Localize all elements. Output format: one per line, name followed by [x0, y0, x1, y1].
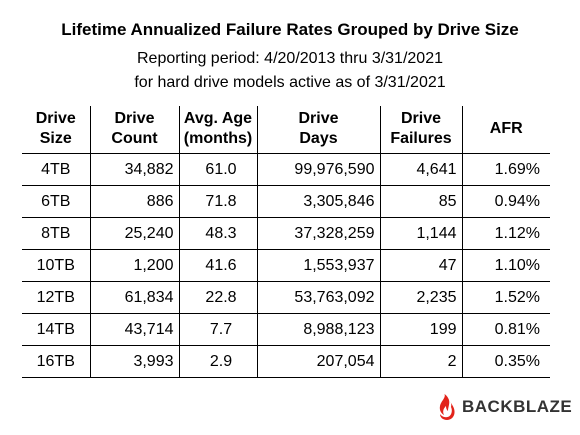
cell-count: 1,200 — [89, 249, 179, 282]
header-avg-age: Avg. Age (months) — [178, 106, 257, 154]
cell-size: 6TB — [22, 185, 90, 218]
cell-age: 7.7 — [178, 313, 257, 346]
cell-days: 53,763,092 — [256, 281, 380, 314]
table-row: 8TB 25,240 48.3 37,328,259 1,144 1.12% — [22, 217, 550, 250]
cell-days: 99,976,590 — [256, 153, 380, 186]
cell-afr: 1.52% — [461, 281, 550, 314]
header-drive-failures: Drive Failures — [379, 106, 462, 154]
cell-count: 61,834 — [89, 281, 179, 314]
header-drive-count: Drive Count — [89, 106, 179, 154]
models-note: for hard drive models active as of 3/31/… — [134, 74, 446, 91]
cell-afr: 0.94% — [461, 185, 550, 218]
cell-failures: 85 — [379, 185, 462, 218]
table-row: 14TB 43,714 7.7 8,988,123 199 0.81% — [22, 313, 550, 346]
cell-age: 61.0 — [178, 153, 257, 186]
table-row: 12TB 61,834 22.8 53,763,092 2,235 1.52% — [22, 281, 550, 314]
header-afr: AFR — [461, 106, 550, 154]
table-title: Lifetime Annualized Failure Rates Groupe… — [61, 20, 519, 39]
cell-days: 1,553,937 — [256, 249, 380, 282]
cell-count: 25,240 — [89, 217, 179, 250]
header-row: Drive Size Drive Count Avg. Age (months) Dr… — [22, 106, 550, 154]
afr-table: Drive Size Drive Count Avg. Age (months) Dr… — [22, 106, 550, 378]
cell-failures: 4,641 — [379, 153, 462, 186]
cell-size: 14TB — [22, 313, 90, 346]
cell-failures: 2 — [379, 345, 462, 378]
cell-age: 41.6 — [178, 249, 257, 282]
table-row: 16TB 3,993 2.9 207,054 2 0.35% — [22, 345, 550, 378]
cell-failures: 2,235 — [379, 281, 462, 314]
cell-size: 8TB — [22, 217, 90, 250]
cell-age: 2.9 — [178, 345, 257, 378]
cell-age: 48.3 — [178, 217, 257, 250]
cell-size: 4TB — [22, 153, 90, 186]
table-row: 6TB 886 71.8 3,305,846 85 0.94% — [22, 185, 550, 218]
cell-failures: 199 — [379, 313, 462, 346]
cell-days: 3,305,846 — [256, 185, 380, 218]
cell-count: 43,714 — [89, 313, 179, 346]
cell-size: 10TB — [22, 249, 90, 282]
cell-days: 207,054 — [256, 345, 380, 378]
cell-failures: 1,144 — [379, 217, 462, 250]
logo-text: BACKBLAZE — [462, 397, 573, 416]
table-row: 4TB 34,882 61.0 99,976,590 4,641 1.69% — [22, 153, 550, 186]
cell-size: 12TB — [22, 281, 90, 314]
reporting-period: Reporting period: 4/20/2013 thru 3/31/20… — [136, 50, 443, 67]
cell-afr: 1.10% — [461, 249, 550, 282]
cell-size: 16TB — [22, 345, 90, 378]
cell-count: 34,882 — [89, 153, 179, 186]
cell-afr: 1.69% — [461, 153, 550, 186]
cell-failures: 47 — [379, 249, 462, 282]
header-drive-size: Drive Size — [22, 106, 90, 154]
flame-icon — [439, 394, 455, 420]
cell-days: 37,328,259 — [256, 217, 380, 250]
header-drive-days: Drive Days — [256, 106, 380, 154]
table-row: 10TB 1,200 41.6 1,553,937 47 1.10% — [22, 249, 550, 282]
cell-count: 886 — [89, 185, 179, 218]
cell-days: 8,988,123 — [256, 313, 380, 346]
cell-count: 3,993 — [89, 345, 179, 378]
cell-afr: 0.81% — [461, 313, 550, 346]
cell-afr: 0.35% — [461, 345, 550, 378]
cell-afr: 1.12% — [461, 217, 550, 250]
backblaze-logo: BACKBLAZE — [438, 391, 572, 423]
cell-age: 22.8 — [178, 281, 257, 314]
cell-age: 71.8 — [178, 185, 257, 218]
